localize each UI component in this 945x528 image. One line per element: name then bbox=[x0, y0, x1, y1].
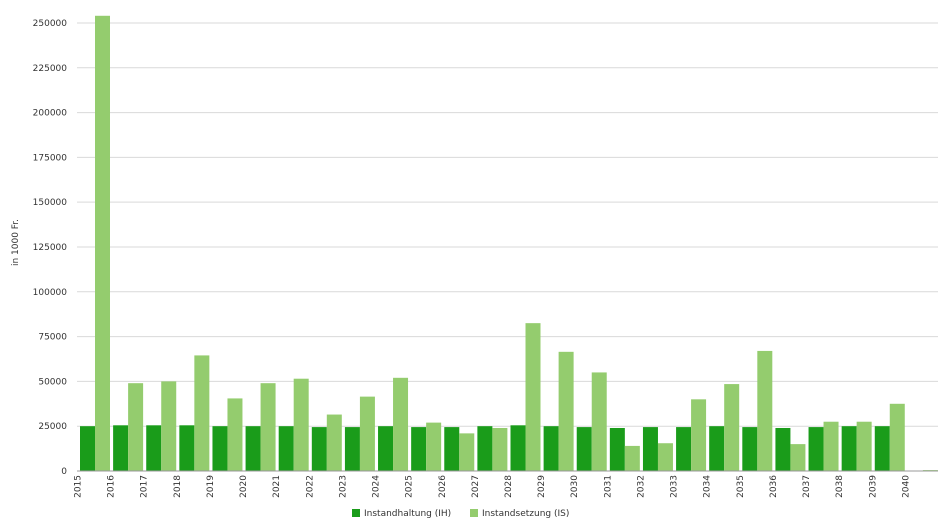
bar-instandhaltung bbox=[642, 427, 658, 471]
y-tick-label: 150000 bbox=[33, 198, 68, 208]
bar-instandhaltung bbox=[775, 427, 791, 471]
y-tick-label: 175000 bbox=[33, 153, 68, 163]
bar-instandsetzung bbox=[757, 350, 773, 471]
bar-instandhaltung bbox=[311, 427, 327, 471]
x-tick-label: 2030 bbox=[570, 475, 580, 498]
bar-instandsetzung bbox=[889, 403, 905, 471]
x-tick-label: 2016 bbox=[107, 475, 117, 498]
y-tick-label: 250000 bbox=[33, 19, 68, 29]
bar-instandhaltung bbox=[874, 426, 890, 471]
bar-instandsetzung bbox=[624, 445, 640, 471]
x-tick-label: 2015 bbox=[74, 475, 84, 498]
x-tick-label: 2021 bbox=[272, 475, 282, 498]
x-tick-label: 2037 bbox=[802, 475, 812, 498]
y-tick-label: 0 bbox=[61, 467, 67, 477]
bar-instandhaltung bbox=[344, 427, 360, 471]
y-tick-label: 75000 bbox=[38, 333, 67, 343]
bar-instandhaltung bbox=[510, 425, 526, 471]
y-axis-ticks: 0 25000 50000 75000 100000 125000 150000 175000… bbox=[33, 19, 68, 477]
bar-instandsetzung bbox=[591, 372, 607, 471]
x-tick-label: 2022 bbox=[305, 475, 315, 498]
x-tick-label: 2031 bbox=[603, 475, 613, 498]
bar-instandsetzung bbox=[691, 399, 707, 471]
legend-label-ih: Instandhaltung (IH) bbox=[364, 509, 451, 519]
x-axis-ticks: 2015 2016 2017 2018 2019 2020 2021 2022 2023 2024… bbox=[74, 475, 912, 498]
bar-instandsetzung bbox=[426, 422, 442, 471]
bar-instandsetzung bbox=[128, 383, 144, 471]
bar-instandhaltung bbox=[411, 427, 427, 471]
y-tick-label: 25000 bbox=[38, 422, 67, 432]
bar-instandhaltung bbox=[676, 427, 692, 471]
bar-instandsetzung bbox=[293, 378, 309, 471]
x-tick-label: 2038 bbox=[835, 475, 845, 498]
bar-instandhaltung bbox=[179, 425, 195, 471]
legend-swatch-is bbox=[470, 509, 478, 517]
bar-instandhaltung bbox=[80, 426, 95, 471]
x-tick-label: 2034 bbox=[703, 475, 713, 498]
bar-instandsetzung bbox=[525, 323, 541, 471]
bar-instandhaltung bbox=[245, 426, 261, 471]
x-tick-label: 2040 bbox=[901, 475, 911, 498]
bar-instandsetzung bbox=[95, 15, 110, 472]
bar-instandsetzung bbox=[161, 381, 177, 471]
bar-instandhaltung bbox=[609, 427, 625, 471]
x-tick-label: 2029 bbox=[537, 475, 547, 498]
x-tick-label: 2028 bbox=[504, 475, 514, 498]
legend: Instandhaltung (IH) Instandsetzung (IS) bbox=[352, 509, 569, 519]
x-tick-label: 2017 bbox=[140, 475, 150, 498]
y-tick-label: 100000 bbox=[33, 288, 68, 298]
bar-instandhaltung bbox=[113, 425, 129, 471]
bar-instandhaltung bbox=[444, 427, 460, 471]
bar-instandsetzung bbox=[260, 383, 276, 471]
y-tick-label: 225000 bbox=[33, 64, 68, 74]
x-tick-label: 2025 bbox=[405, 475, 415, 498]
bar-instandhaltung bbox=[477, 426, 493, 471]
y-tick-label: 125000 bbox=[33, 243, 68, 253]
bar-instandhaltung bbox=[742, 427, 758, 471]
y-tick-label: 200000 bbox=[33, 109, 68, 119]
x-tick-label: 2027 bbox=[471, 475, 481, 498]
bar-instandhaltung bbox=[543, 426, 559, 471]
x-tick-label: 2033 bbox=[670, 475, 680, 498]
x-tick-label: 2039 bbox=[868, 475, 878, 498]
bar-instandhaltung bbox=[808, 427, 824, 471]
bar-instandhaltung bbox=[146, 425, 162, 471]
bars bbox=[80, 15, 938, 472]
bar-instandsetzung bbox=[724, 384, 740, 471]
legend-swatch-ih bbox=[352, 509, 360, 517]
bar-instandsetzung bbox=[359, 396, 375, 471]
x-tick-label: 2018 bbox=[173, 475, 183, 498]
y-axis-label: in 1000 Fr. bbox=[11, 219, 21, 266]
x-tick-label: 2024 bbox=[372, 475, 382, 498]
bar-instandhaltung bbox=[378, 426, 394, 471]
bar-instandsetzung bbox=[657, 443, 673, 471]
bar-instandhaltung bbox=[841, 426, 857, 471]
bar-instandsetzung bbox=[459, 433, 475, 471]
bar-instandsetzung bbox=[194, 355, 210, 471]
bar-instandsetzung bbox=[790, 444, 806, 471]
bar-instandsetzung bbox=[393, 377, 409, 471]
x-tick-label: 2020 bbox=[239, 475, 249, 498]
x-tick-label: 2035 bbox=[736, 475, 746, 498]
bar-instandhaltung bbox=[709, 426, 725, 471]
x-tick-label: 2036 bbox=[769, 475, 779, 498]
bar-instandhaltung bbox=[278, 426, 294, 471]
x-tick-label: 2032 bbox=[636, 475, 646, 498]
y-tick-label: 50000 bbox=[38, 377, 67, 387]
bar-instandsetzung bbox=[492, 427, 508, 471]
x-tick-label: 2026 bbox=[438, 475, 448, 498]
x-tick-label: 2019 bbox=[206, 475, 216, 498]
bar-instandsetzung bbox=[227, 398, 243, 471]
legend-label-is: Instandsetzung (IS) bbox=[482, 509, 569, 519]
bar-instandsetzung bbox=[326, 414, 342, 471]
bar-instandsetzung bbox=[558, 351, 574, 471]
bar-instandsetzung bbox=[823, 421, 839, 471]
bar-instandsetzung bbox=[856, 421, 872, 471]
x-tick-label: 2023 bbox=[338, 475, 348, 498]
bar-instandhaltung bbox=[576, 427, 592, 471]
bar-instandhaltung bbox=[212, 426, 228, 471]
